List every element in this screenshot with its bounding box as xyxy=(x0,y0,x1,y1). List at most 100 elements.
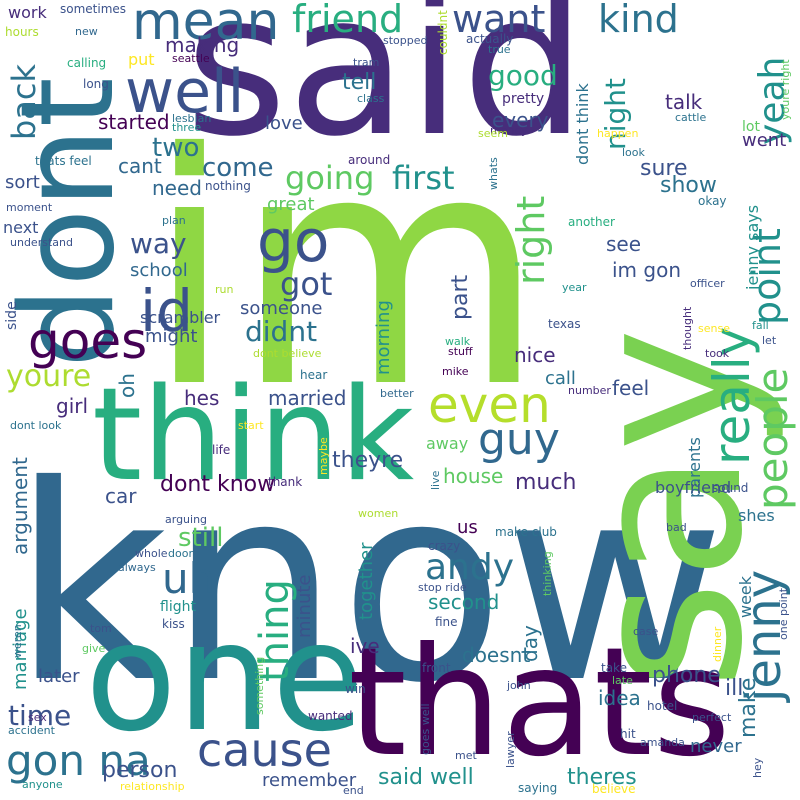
word-let: let xyxy=(762,334,777,347)
word-dont-think: dont think xyxy=(573,83,592,165)
word-car: car xyxy=(105,484,137,508)
word-right: right xyxy=(509,195,553,285)
word-always: always xyxy=(118,561,156,574)
word-jenny-says: jenny says xyxy=(743,204,762,290)
word-whats: whats xyxy=(487,157,500,190)
word-take: take xyxy=(601,661,627,675)
word-weren: weren xyxy=(11,624,24,658)
word-even: even xyxy=(428,376,551,434)
word-lot: lot xyxy=(742,119,760,135)
word-id: id xyxy=(140,277,193,345)
word-plan: plan xyxy=(162,214,186,227)
word-fine: fine xyxy=(435,615,458,629)
word-maybe: maybe xyxy=(317,437,330,475)
word-walk: walk xyxy=(445,335,471,348)
word-well: well xyxy=(125,57,245,127)
word-hours: hours xyxy=(5,25,39,39)
word-women: women xyxy=(358,507,399,520)
word-officer: officer xyxy=(690,277,725,290)
word-us: us xyxy=(457,517,478,538)
word-put: put xyxy=(128,50,155,69)
word-scrambler: scrambler xyxy=(140,308,221,327)
word-sound: sound xyxy=(712,481,749,495)
word-stuff: stuff xyxy=(448,345,473,358)
word-theyre: theyre xyxy=(332,448,404,473)
word-john: john xyxy=(507,679,531,692)
word-start: start xyxy=(238,419,264,432)
word-work: work xyxy=(8,3,47,22)
word-talk: talk xyxy=(665,90,703,114)
word-seattle: seattle xyxy=(172,52,210,65)
word-goes: goes xyxy=(28,312,148,370)
word-show: show xyxy=(660,173,717,198)
word-side: side xyxy=(4,301,20,330)
word-lesbian: lesbian xyxy=(172,112,212,125)
word-hes: hes xyxy=(184,386,220,410)
word-great: great xyxy=(267,194,315,215)
word-pretty: pretty xyxy=(502,91,545,107)
word-kind: kind xyxy=(598,0,679,41)
word-one-point: one point xyxy=(777,587,790,640)
word-lawyer: lawyer xyxy=(504,731,517,768)
word-long: long xyxy=(83,77,109,91)
word-late: late xyxy=(612,674,633,687)
word-around: around xyxy=(348,153,391,167)
word-sex: sex xyxy=(28,711,47,724)
word-look: look xyxy=(622,146,645,159)
word-live: live xyxy=(429,470,442,490)
word-want: want xyxy=(452,0,546,41)
word-sure: sure xyxy=(640,156,688,181)
word-nothing: nothing xyxy=(205,179,251,193)
word-amanda: amanda xyxy=(640,736,685,749)
word-number: number xyxy=(568,384,611,397)
word-whole: whole xyxy=(135,547,168,560)
word-youre-right: youre right xyxy=(779,59,792,120)
word-dont-know: dont know xyxy=(160,472,276,497)
word-minute: minute xyxy=(294,574,315,638)
word-guy: guy xyxy=(478,414,560,465)
word-wanted: wanted xyxy=(308,709,353,723)
word-thought: thought xyxy=(681,306,694,350)
word-three: three xyxy=(172,121,202,134)
word-true: true xyxy=(488,43,511,56)
word-started: started xyxy=(98,110,170,134)
word-arguing: arguing xyxy=(165,513,208,526)
word-got: got xyxy=(280,265,333,303)
word-going: going xyxy=(285,159,375,197)
word-week: week xyxy=(736,575,755,618)
word-crazy: crazy xyxy=(428,539,461,553)
word-ive: ive xyxy=(350,634,380,658)
word-accident: accident xyxy=(8,724,55,737)
word-cant: cant xyxy=(118,154,162,178)
word-house: house xyxy=(443,464,504,488)
word-still: still xyxy=(178,523,224,553)
word-morning: morning xyxy=(373,300,394,375)
word-relationship: relationship xyxy=(120,780,185,793)
word-another: another xyxy=(568,215,615,229)
word-actually: actually xyxy=(466,32,514,46)
word-nice: nice xyxy=(514,343,556,367)
word-shes: shes xyxy=(738,506,775,525)
word-tom: tom xyxy=(90,622,112,635)
word-someone: someone xyxy=(240,298,323,319)
word-first: first xyxy=(392,159,455,197)
word-girl: girl xyxy=(56,394,89,418)
word-later: later xyxy=(38,666,80,687)
word-class: class xyxy=(357,92,385,105)
word-said-well: said well xyxy=(378,765,474,790)
word-moment: moment xyxy=(6,201,53,214)
word-married: married xyxy=(268,386,347,410)
word-time: time xyxy=(8,699,72,732)
word-know: know xyxy=(12,427,726,742)
word-saying: saying xyxy=(518,781,558,795)
word-perfect: perfect xyxy=(692,711,732,724)
word-go: go xyxy=(257,207,330,275)
word-calling: calling xyxy=(67,56,107,70)
word-new: new xyxy=(75,25,98,38)
word-person: person xyxy=(102,758,178,783)
word-back: back xyxy=(5,63,43,140)
word-good: good xyxy=(488,59,558,92)
word-texas: texas xyxy=(548,317,581,331)
word-remember: remember xyxy=(262,770,357,791)
